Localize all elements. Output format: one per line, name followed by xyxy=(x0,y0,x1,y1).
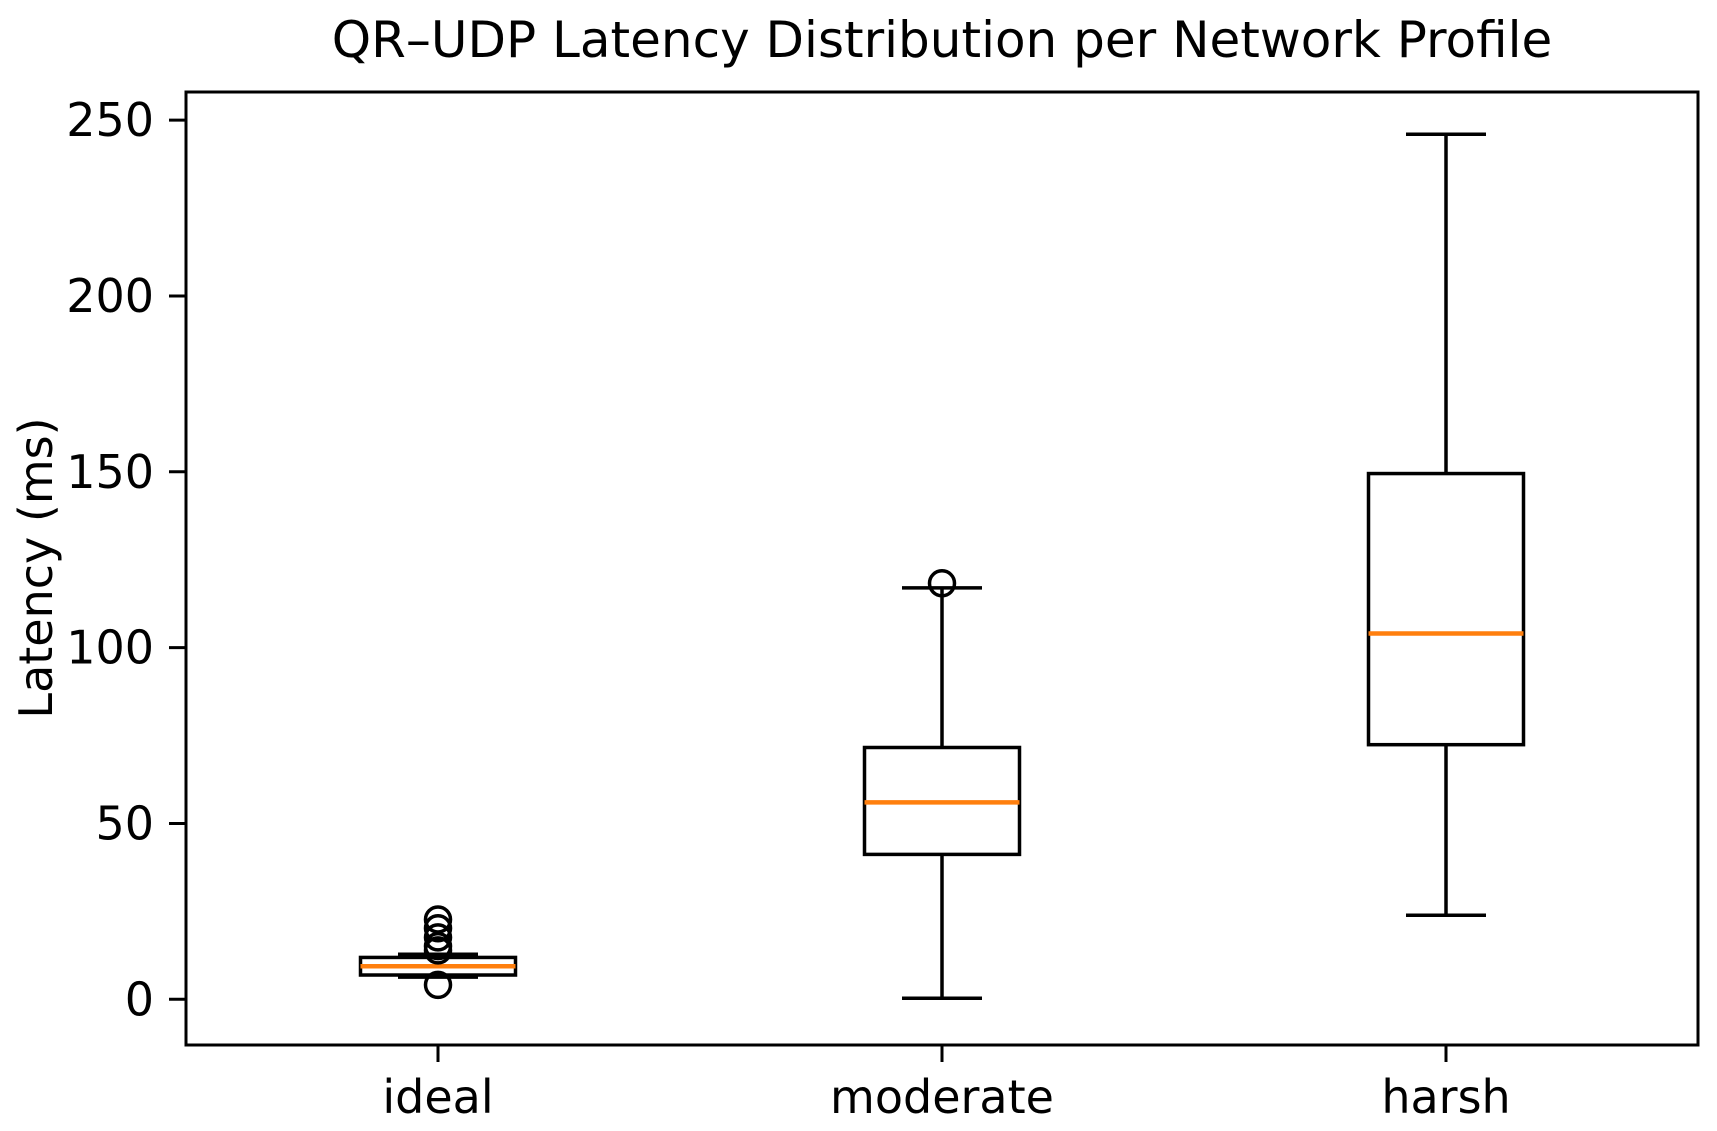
outlier-marker xyxy=(423,936,453,965)
y-tick-label: 0 xyxy=(125,972,154,1026)
x-tick-label-harsh: harsh xyxy=(1381,1070,1510,1124)
y-tick-label: 200 xyxy=(66,269,154,323)
y-tick-label: 250 xyxy=(66,93,154,147)
outlier-marker xyxy=(423,913,453,943)
chart-title: QR–UDP Latency Distribution per Network … xyxy=(332,11,1552,69)
y-axis-label: Latency (ms) xyxy=(9,417,63,718)
y-tick-label: 150 xyxy=(66,445,154,499)
box-series xyxy=(358,132,1526,1000)
y-axis: 0 50 100 150 200 250 xyxy=(66,93,186,1026)
box-plot-ideal xyxy=(358,905,518,1000)
x-tick-label-moderate: moderate xyxy=(830,1070,1054,1124)
iqr-box xyxy=(1366,471,1526,747)
outlier-marker xyxy=(927,569,957,598)
y-tick-label: 50 xyxy=(95,796,154,850)
x-tick-label-ideal: ideal xyxy=(382,1070,493,1124)
plot-frame xyxy=(184,90,1700,1047)
y-tick-label: 100 xyxy=(66,621,154,675)
box-plot-harsh xyxy=(1366,132,1526,917)
outlier-marker xyxy=(423,970,453,1000)
x-axis: ideal moderate harsh xyxy=(382,1045,1511,1124)
box-plot-moderate xyxy=(862,569,1022,1000)
outlier-marker xyxy=(423,923,453,952)
